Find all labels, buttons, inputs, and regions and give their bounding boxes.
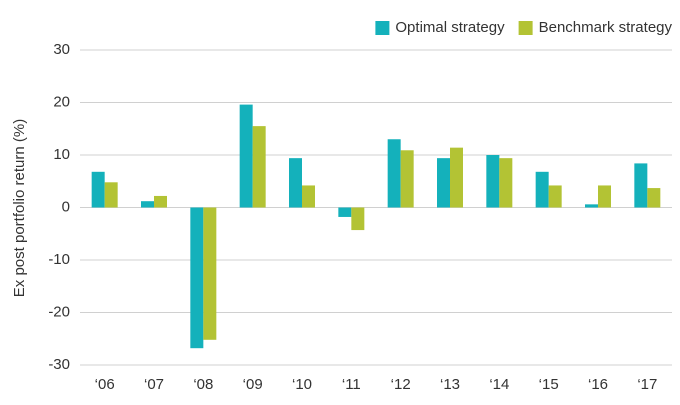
y-tick-label: 10 (53, 146, 70, 163)
bar (141, 201, 154, 208)
bar (338, 207, 352, 217)
x-tick-label: ‘07 (144, 376, 164, 393)
x-tick-label: ‘15 (539, 376, 559, 393)
bar (647, 188, 661, 208)
bar (634, 163, 648, 208)
bar (387, 139, 401, 208)
bar (400, 150, 414, 208)
bar (190, 207, 204, 349)
legend-swatch (375, 21, 390, 35)
x-tick-label: ‘12 (391, 376, 411, 393)
y-tick-label: -10 (48, 251, 70, 268)
y-axis-label: Ex post portfolio return (%) (11, 119, 28, 297)
bar (486, 155, 500, 208)
bar (203, 207, 217, 340)
y-tick-label: 0 (62, 198, 70, 215)
bar (104, 182, 118, 208)
bar (239, 104, 253, 208)
y-tick-label: 30 (53, 41, 70, 58)
x-tick-label: ‘08 (193, 376, 213, 393)
bar (450, 147, 463, 208)
x-tick-label: ‘09 (243, 376, 263, 393)
bar (289, 158, 302, 208)
x-tick-label: ‘06 (95, 376, 115, 393)
x-tick-label: ‘13 (440, 376, 460, 393)
x-tick-label: ‘11 (342, 376, 361, 393)
bar (548, 185, 562, 208)
y-tick-label: -20 (48, 303, 70, 320)
bar (437, 158, 450, 208)
bar (91, 171, 105, 208)
bar (302, 185, 315, 208)
legend-swatch (518, 21, 533, 35)
y-tick-label: 20 (53, 93, 70, 110)
bar (154, 195, 167, 208)
bar (499, 158, 513, 208)
bar (351, 207, 365, 231)
legend-label: Benchmark strategy (539, 19, 673, 36)
x-tick-label: ‘10 (292, 376, 312, 393)
y-tick-label: -30 (48, 356, 70, 373)
bar (535, 171, 549, 208)
bar (252, 126, 266, 208)
x-tick-label: ‘16 (588, 376, 608, 393)
legend-label: Optimal strategy (395, 19, 505, 36)
bar (598, 185, 611, 208)
x-tick-label: ‘17 (637, 376, 657, 393)
x-tick-label: ‘14 (489, 376, 509, 393)
bar (585, 204, 598, 208)
